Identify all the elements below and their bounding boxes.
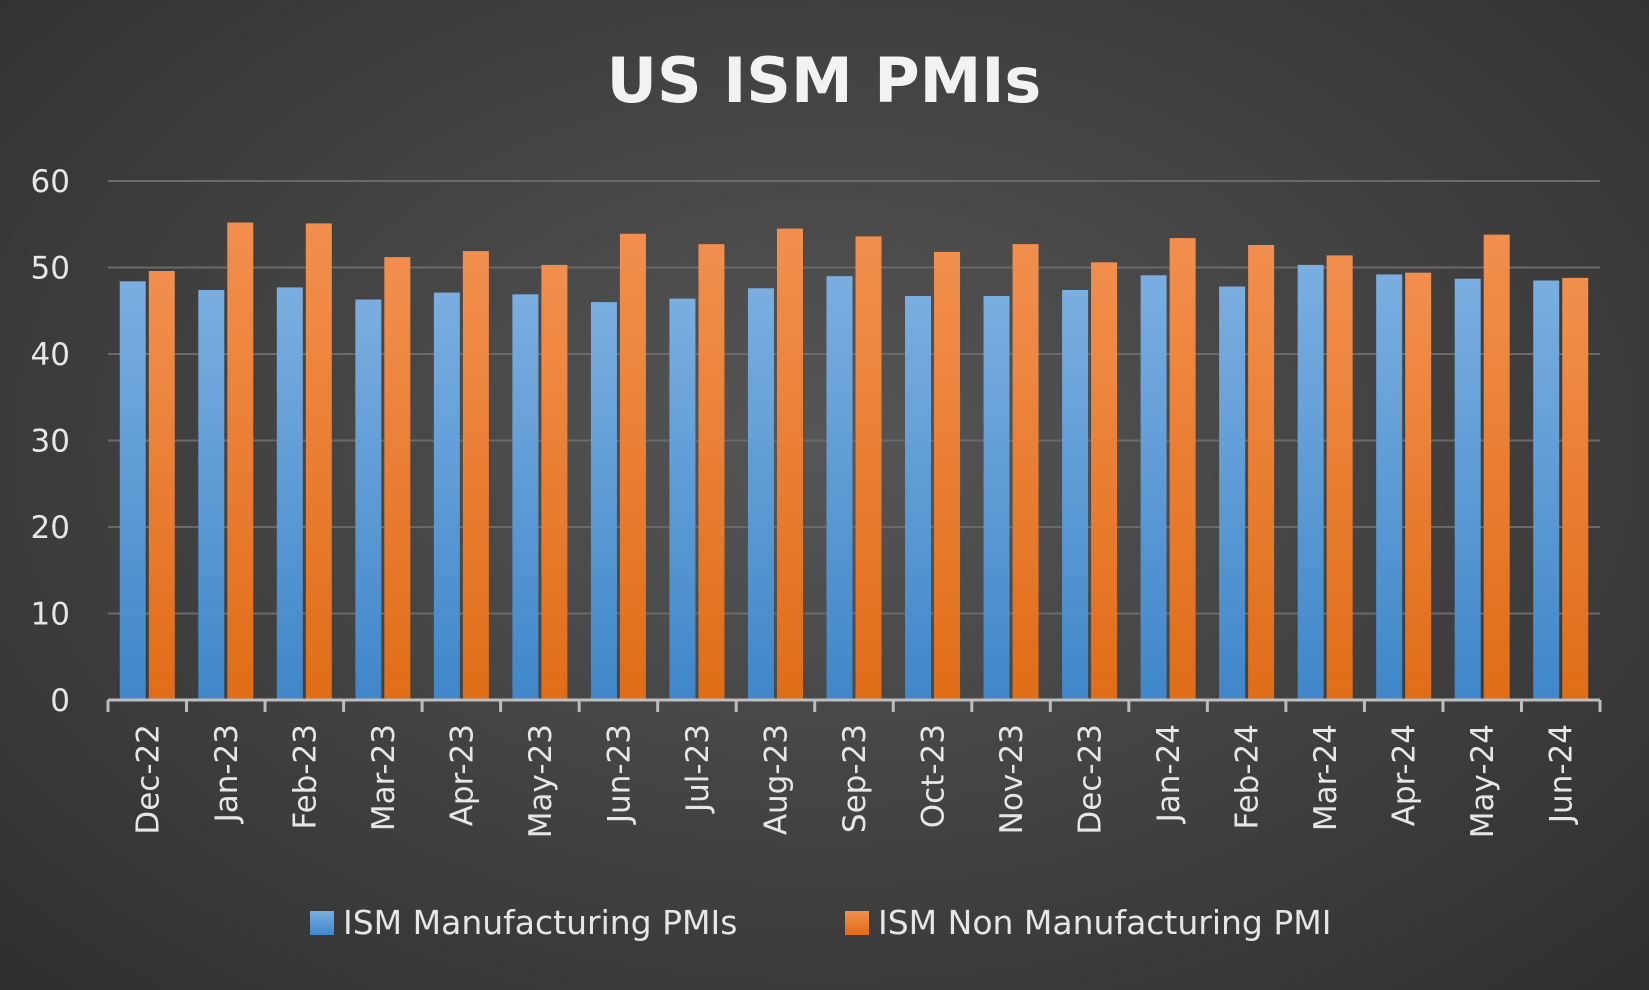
bar-manufacturing: [1533, 280, 1560, 700]
bar-non-manufacturing: [462, 251, 489, 700]
x-tick-label: Jul-23: [680, 724, 716, 814]
bar-non-manufacturing: [384, 257, 411, 700]
bar-non-manufacturing: [541, 264, 568, 700]
x-tick-label: Apr-24: [1387, 724, 1423, 826]
bar-non-manufacturing: [934, 251, 961, 700]
bar-non-manufacturing: [619, 233, 646, 700]
y-tick-label: 10: [31, 597, 70, 633]
bar-manufacturing: [512, 294, 539, 700]
bar-manufacturing: [1297, 264, 1324, 700]
legend-swatch: [310, 911, 334, 935]
bar-non-manufacturing: [698, 244, 725, 700]
bar-non-manufacturing: [1248, 245, 1275, 700]
bar-manufacturing: [1140, 275, 1167, 700]
legend-swatch: [845, 911, 869, 935]
legend-label: ISM Non Manufacturing PMI: [878, 903, 1331, 942]
bar-manufacturing: [669, 298, 696, 700]
bar-non-manufacturing: [1562, 277, 1589, 700]
chart-title: US ISM PMIs: [607, 44, 1042, 117]
bar-manufacturing: [119, 281, 146, 700]
bar-non-manufacturing: [227, 222, 254, 700]
x-tick-label: May-23: [523, 724, 559, 838]
bar-non-manufacturing: [305, 223, 332, 700]
x-tick-label: May-24: [1465, 724, 1501, 838]
bar-manufacturing: [590, 302, 617, 700]
bar-manufacturing: [1062, 289, 1089, 700]
bar-non-manufacturing: [776, 228, 803, 700]
bar-non-manufacturing: [1012, 244, 1039, 700]
x-tick-label: Feb-23: [287, 724, 323, 830]
x-axis-ticks: Dec-22 Jan-23 Feb-23 Mar-23 Apr-23 May-23 Jun-…: [130, 724, 1579, 838]
x-tick-label: Jan-24: [1151, 724, 1187, 824]
x-tick-label: Mar-23: [366, 724, 402, 831]
y-tick-label: 30: [31, 424, 70, 460]
bar-manufacturing: [433, 292, 460, 700]
x-tick-label: Feb-24: [1230, 724, 1266, 830]
legend: ISM Manufacturing PMIs ISM Non Manufactur…: [310, 903, 1331, 942]
bar-non-manufacturing: [1405, 272, 1432, 700]
bar-non-manufacturing: [1483, 234, 1510, 700]
x-tick-label: Apr-23: [444, 724, 480, 826]
bar-non-manufacturing: [148, 270, 175, 700]
bar-non-manufacturing: [1326, 255, 1353, 700]
x-tick-label: Aug-23: [758, 724, 794, 835]
bar-manufacturing: [905, 296, 932, 700]
bar-manufacturing: [355, 299, 382, 700]
bar-manufacturing: [1454, 278, 1481, 700]
bar-manufacturing: [826, 276, 853, 700]
x-axis: [106, 698, 1602, 712]
y-tick-label: 40: [31, 337, 70, 373]
x-tick-label: Oct-23: [916, 724, 952, 828]
bar-manufacturing: [983, 296, 1010, 700]
bar-manufacturing: [1376, 274, 1403, 700]
bar-non-manufacturing: [855, 236, 882, 701]
x-tick-label: Dec-23: [1073, 724, 1109, 835]
bar-manufacturing: [747, 288, 774, 700]
x-tick-label: Sep-23: [837, 724, 873, 833]
x-tick-label: Mar-24: [1308, 724, 1344, 831]
y-tick-label: 20: [31, 510, 70, 546]
y-tick-label: 60: [31, 164, 70, 200]
y-tick-label: 50: [31, 251, 70, 287]
x-tick-label: Jan-23: [209, 724, 245, 824]
bar-manufacturing: [1219, 286, 1246, 700]
x-tick-label: Jun-24: [1544, 724, 1580, 825]
y-tick-label: 0: [50, 683, 70, 719]
bar-manufacturing: [198, 289, 225, 700]
x-tick-label: Dec-22: [130, 724, 166, 835]
bar-non-manufacturing: [1169, 238, 1196, 700]
y-axis-ticks: 0 10 20 30 40 50 60: [31, 164, 70, 719]
legend-label: ISM Manufacturing PMIs: [343, 903, 737, 942]
x-tick-label: Nov-23: [994, 724, 1030, 834]
bars: [119, 222, 1589, 701]
x-tick-label: Jun-23: [601, 724, 637, 825]
bar-manufacturing: [276, 287, 303, 700]
bar-non-manufacturing: [1091, 262, 1118, 700]
